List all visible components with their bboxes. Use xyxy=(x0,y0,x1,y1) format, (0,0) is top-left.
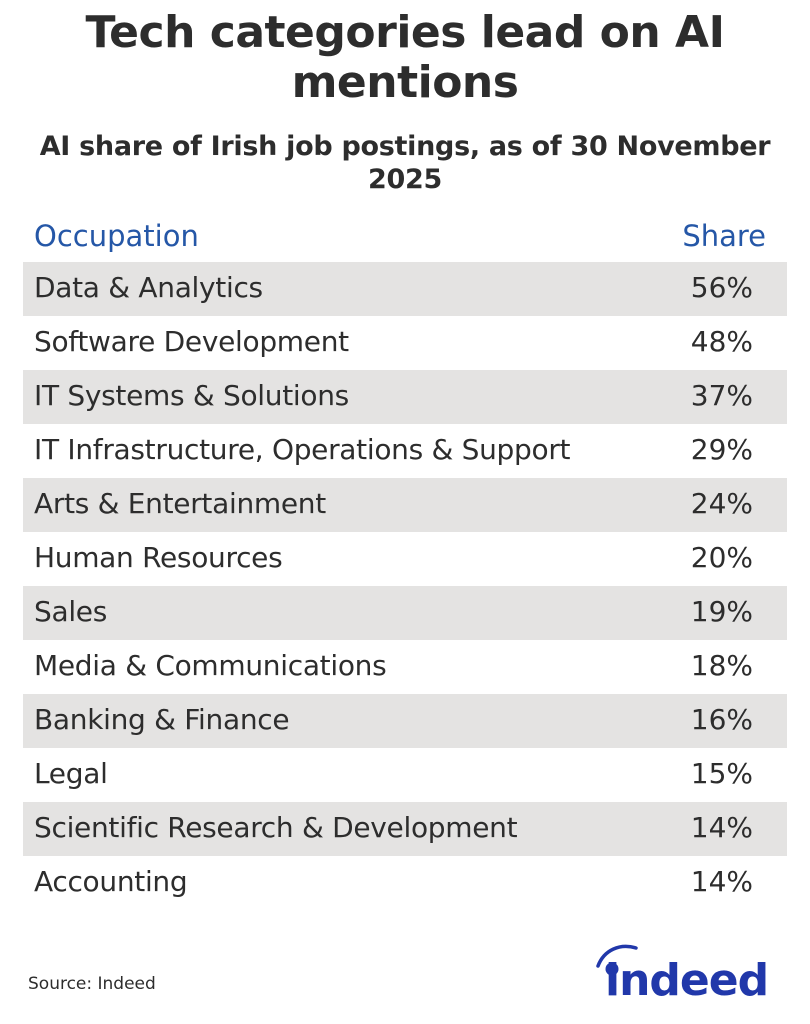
occupation-cell: Data & Analytics xyxy=(34,271,263,304)
table-row: Sales 19% xyxy=(23,586,787,640)
chart-title: Tech categories lead on AI mentions xyxy=(85,7,725,108)
share-cell: 16% xyxy=(690,703,753,736)
source-note: Source: Indeed xyxy=(28,974,156,994)
occupation-cell: Accounting xyxy=(34,865,188,898)
share-cell: 14% xyxy=(690,865,753,898)
share-cell: 19% xyxy=(690,595,753,628)
table-row: IT Systems & Solutions 37% xyxy=(23,370,787,424)
column-header-occupation: Occupation xyxy=(34,219,199,253)
occupation-cell: Banking & Finance xyxy=(34,703,290,736)
occupation-cell: IT Systems & Solutions xyxy=(34,379,349,412)
share-cell: 15% xyxy=(690,757,753,790)
table-row: Accounting 14% xyxy=(23,856,787,910)
table-row: Data & Analytics 56% xyxy=(23,262,787,316)
table-row: Legal 15% xyxy=(23,748,787,802)
table-row: IT Infrastructure, Operations & Support … xyxy=(23,424,787,478)
occupation-cell: Human Resources xyxy=(34,541,283,574)
chart-subtitle: AI share of Irish job postings, as of 30… xyxy=(39,131,771,195)
table-row: Human Resources 20% xyxy=(23,532,787,586)
table-body: Data & Analytics 56% Software Developmen… xyxy=(23,262,787,910)
occupation-cell: IT Infrastructure, Operations & Support xyxy=(34,433,571,466)
table-row: Banking & Finance 16% xyxy=(23,694,787,748)
table-row: Media & Communications 18% xyxy=(23,640,787,694)
occupation-cell: Media & Communications xyxy=(34,649,387,682)
share-cell: 37% xyxy=(690,379,753,412)
occupation-cell: Software Development xyxy=(34,325,349,358)
share-cell: 20% xyxy=(690,541,753,574)
indeed-logo-icon: indeed xyxy=(596,944,769,1004)
table-header: Occupation Share xyxy=(23,212,787,260)
share-cell: 14% xyxy=(690,811,753,844)
occupation-cell: Legal xyxy=(34,757,108,790)
occupation-cell: Scientific Research & Development xyxy=(34,811,518,844)
table-row: Arts & Entertainment 24% xyxy=(23,478,787,532)
table-row: Scientific Research & Development 14% xyxy=(23,802,787,856)
occupation-cell: Sales xyxy=(34,595,108,628)
table-row: Software Development 48% xyxy=(23,316,787,370)
share-cell: 56% xyxy=(690,271,753,304)
share-cell: 29% xyxy=(690,433,753,466)
occupation-cell: Arts & Entertainment xyxy=(34,487,326,520)
share-cell: 18% xyxy=(690,649,753,682)
share-cell: 24% xyxy=(690,487,753,520)
logo-text: indeed xyxy=(605,955,768,1004)
column-header-share: Share xyxy=(682,219,766,253)
share-cell: 48% xyxy=(690,325,753,358)
